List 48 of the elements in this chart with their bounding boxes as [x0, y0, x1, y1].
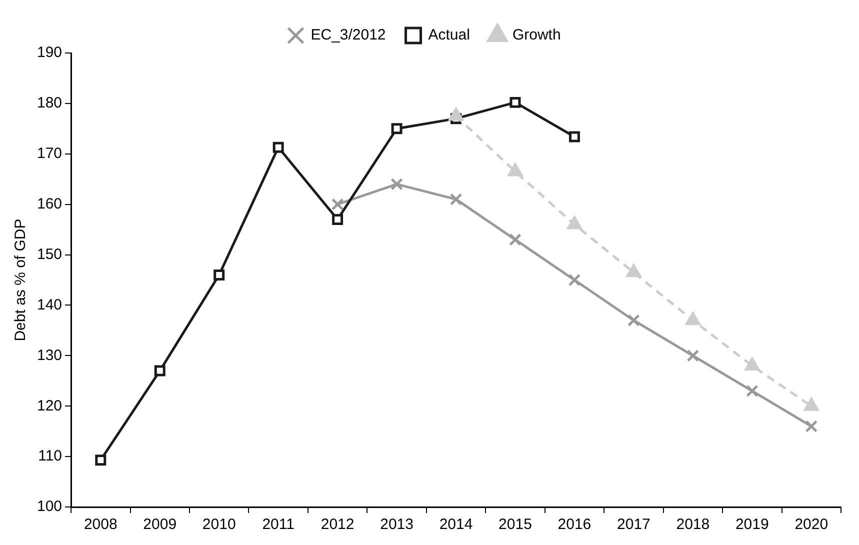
x-tick-label: 2010 — [202, 516, 236, 534]
point — [744, 358, 760, 371]
x-tick-label: 2011 — [262, 516, 294, 534]
point — [272, 142, 284, 153]
point — [628, 314, 640, 327]
legend-label: Growth — [512, 26, 561, 44]
x-tick-label: 2012 — [320, 516, 354, 534]
x-tick-label: 2013 — [380, 516, 414, 534]
x-tick-label: 2019 — [735, 516, 769, 534]
point — [510, 96, 521, 108]
y-tick-label: 100 — [36, 498, 62, 516]
y-tick-label: 190 — [36, 44, 62, 62]
point — [626, 264, 642, 278]
point — [390, 178, 403, 190]
x-tick-label: 2020 — [794, 516, 828, 534]
x-tick-label: 2015 — [498, 516, 532, 534]
y-tick-label: 150 — [36, 246, 62, 263]
point — [509, 233, 522, 246]
point — [568, 274, 581, 286]
x-tick-label: 2009 — [143, 516, 177, 534]
legend-label: Actual — [428, 26, 470, 44]
point — [331, 198, 344, 211]
x-tick-label: 2016 — [558, 516, 592, 534]
y-tick-label: 140 — [36, 296, 62, 314]
point — [686, 312, 700, 326]
y-tick-label: 110 — [38, 448, 62, 465]
point — [214, 269, 225, 280]
y-tick-label: 130 — [36, 346, 62, 364]
x-tick-label: 2014 — [439, 516, 473, 534]
point — [332, 214, 344, 225]
point — [95, 454, 106, 466]
x-tick-label: 2017 — [617, 516, 650, 534]
point — [804, 398, 819, 411]
point — [154, 365, 166, 376]
x-tick-label: 2008 — [84, 516, 118, 534]
legend-label: EC_3/2012 — [310, 26, 386, 44]
point — [391, 123, 402, 134]
point — [568, 131, 580, 142]
point — [746, 384, 758, 398]
point — [805, 420, 818, 432]
point — [450, 193, 462, 206]
y-tick-label: 120 — [36, 397, 62, 414]
y-tick-label: 160 — [36, 195, 62, 212]
point — [686, 349, 700, 362]
x-tick-label: 2018 — [676, 516, 710, 534]
y-tick-label: 180 — [36, 94, 62, 112]
y-axis-title: Debt as % of GDP — [12, 218, 30, 342]
y-tick-label: 170 — [36, 145, 62, 162]
